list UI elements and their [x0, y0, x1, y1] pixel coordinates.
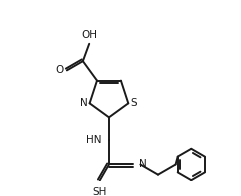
- Text: S: S: [131, 98, 137, 108]
- Text: SH: SH: [93, 187, 107, 196]
- Text: OH: OH: [81, 30, 97, 40]
- Text: N: N: [139, 160, 146, 170]
- Text: O: O: [55, 65, 63, 75]
- Text: HN: HN: [86, 135, 101, 145]
- Text: N: N: [80, 98, 88, 108]
